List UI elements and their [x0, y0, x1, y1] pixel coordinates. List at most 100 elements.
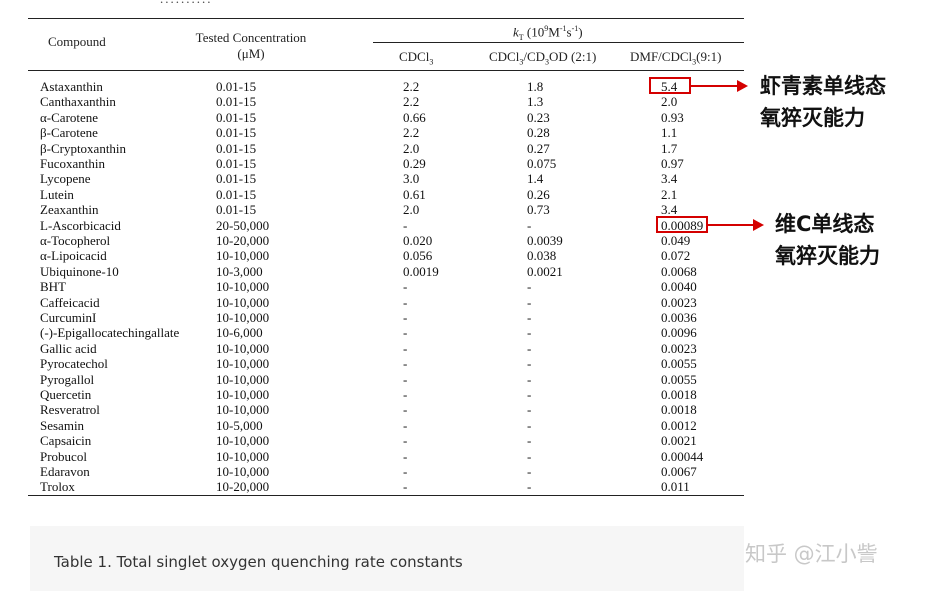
tested-concentration-cell: 0.01-15: [216, 109, 257, 125]
tested-concentration-cell: 10-20,000: [216, 233, 270, 248]
table-row: Edaravon 10-10,000 - - 0.0067: [0, 464, 744, 479]
kt-cdcl3-cell: -: [403, 387, 408, 402]
tested-concentration-cell: 10-5,000: [216, 417, 263, 433]
table-row: Capsaicin 10-10,000 - - 0.0021: [0, 433, 744, 448]
tested-concentration-cell: 0.01-15: [216, 156, 257, 171]
kt-dmf-cdcl3-cell: 0.0018: [661, 387, 697, 402]
kt-dmf-cdcl3-cell: 1.7: [661, 140, 678, 156]
kt-cdcl3-cd3od-cell: -: [527, 402, 532, 418]
table-row: α-Lipoicacid 10-10,000 0.056 0.038 0.072: [0, 248, 744, 263]
arrow-vitc-head: [753, 219, 764, 231]
kt-cdcl3-cell: 0.61: [403, 186, 426, 202]
compound-name-cell: Astaxanthin: [40, 79, 103, 94]
kt-cdcl3-cell: 2.0: [403, 140, 420, 156]
kt-cdcl3-cell: -: [403, 294, 408, 310]
table-row: Pyrogallol 10-10,000 - - 0.0055: [0, 372, 744, 387]
kt-cdcl3-cd3od-cell: 0.075: [527, 156, 557, 171]
header-col-dmf-cdcl3: DMF/CDCl3(9:1): [630, 49, 722, 67]
header-compound: Compound: [48, 34, 106, 49]
kt-cdcl3-cd3od-cell: 0.27: [527, 140, 550, 156]
compound-name-cell: Pyrogallol: [40, 371, 95, 387]
watermark: 知乎 @江小訾: [745, 542, 878, 566]
compound-name-cell: α-Tocopherol: [40, 233, 111, 248]
tested-concentration-cell: 0.01-15: [216, 140, 257, 156]
kt-dmf-cdcl3-cell: 2.0: [661, 94, 678, 110]
table-row: Lutein 0.01-15 0.61 0.26 2.1: [0, 187, 744, 202]
table-row: α-Carotene 0.01-15 0.66 0.23 0.93: [0, 110, 744, 125]
compound-name-cell: α-Lipoicacid: [40, 248, 107, 264]
kt-dmf-cdcl3-cell: 0.00044: [661, 448, 704, 464]
table-row: Astaxanthin 0.01-15 2.2 1.8 5.4: [0, 79, 744, 94]
kt-cdcl3-cell: -: [403, 310, 408, 325]
tested-concentration-cell: 10-10,000: [216, 387, 270, 402]
tested-concentration-cell: 10-10,000: [216, 464, 270, 479]
kt-cdcl3-cd3od-cell: 0.23: [527, 109, 550, 125]
compound-name-cell: Probucol: [40, 448, 87, 464]
kt-cdcl3-cell: -: [403, 479, 408, 495]
compound-name-cell: α-Carotene: [40, 109, 99, 125]
compound-name-cell: Ubiquinone-10: [40, 263, 119, 279]
kt-dmf-cdcl3-cell: 0.011: [661, 479, 690, 495]
header-bottom-rule: [28, 70, 744, 71]
kt-underline-rule: [373, 42, 744, 43]
tested-concentration-cell: 10-10,000: [216, 248, 270, 264]
kt-dmf-cdcl3-cell: 0.0055: [661, 371, 697, 387]
kt-cdcl3-cell: -: [403, 433, 408, 449]
kt-cdcl3-cell: -: [403, 371, 408, 387]
compound-name-cell: Resveratrol: [40, 402, 100, 418]
kt-cdcl3-cd3od-cell: 0.26: [527, 186, 550, 202]
header-col-cdcl3: CDCl3: [399, 49, 434, 67]
table-row: Pyrocatechol 10-10,000 - - 0.0055: [0, 356, 744, 371]
kt-cdcl3-cell: 0.020: [403, 233, 433, 248]
table-row: Fucoxanthin 0.01-15 0.29 0.075 0.97: [0, 156, 744, 171]
kt-cdcl3-cell: 0.056: [403, 248, 433, 264]
tested-concentration-cell: 20-50,000: [216, 217, 270, 233]
kt-cdcl3-cell: 0.0019: [403, 263, 439, 279]
kt-cdcl3-cell: -: [403, 279, 408, 295]
kt-dmf-cdcl3-cell: 0.97: [661, 156, 684, 171]
kt-cdcl3-cell: -: [403, 402, 408, 418]
arrow-vitc-line: [708, 224, 754, 226]
table-row: Gallic acid 10-10,000 - - 0.0023: [0, 341, 744, 356]
cropped-header-fragment: ..........: [160, 0, 340, 8]
compound-name-cell: Capsaicin: [40, 433, 92, 449]
compound-name-cell: Zeaxanthin: [40, 202, 99, 218]
kt-cdcl3-cd3od-cell: 0.73: [527, 202, 550, 218]
kt-cdcl3-cd3od-cell: 1.3: [527, 94, 544, 110]
table-caption: Table 1. Total singlet oxygen quenching …: [54, 553, 463, 571]
tested-concentration-cell: 10-10,000: [216, 433, 270, 449]
header-tested-concentration: Tested Concentration (μM): [195, 30, 307, 61]
kt-dmf-cdcl3-cell: 0.072: [661, 248, 691, 264]
table-row: α-Tocopherol 10-20,000 0.020 0.0039 0.049: [0, 233, 744, 248]
kt-dmf-cdcl3-cell: 0.00089: [661, 217, 704, 233]
arrow-astaxanthin-line: [691, 85, 738, 87]
kt-dmf-cdcl3-cell: 3.4: [661, 171, 678, 187]
kt-cdcl3-cell: -: [403, 417, 408, 433]
tested-concentration-cell: 0.01-15: [216, 125, 257, 141]
tested-concentration-cell: 10-20,000: [216, 479, 270, 495]
kt-dmf-cdcl3-cell: 3.4: [661, 202, 678, 218]
tested-concentration-cell: 0.01-15: [216, 79, 257, 94]
kt-cdcl3-cd3od-cell: -: [527, 294, 532, 310]
kt-cdcl3-cell: -: [403, 325, 408, 341]
tested-concentration-cell: 10-10,000: [216, 356, 270, 372]
kt-cdcl3-cd3od-cell: 0.0039: [527, 233, 563, 248]
kt-dmf-cdcl3-cell: 0.0067: [661, 464, 697, 479]
kt-cdcl3-cell: 3.0: [403, 171, 420, 187]
compound-name-cell: Gallic acid: [40, 340, 97, 356]
table-row: Probucol 10-10,000 - - 0.00044: [0, 449, 744, 464]
kt-dmf-cdcl3-cell: 0.0018: [661, 402, 697, 418]
highlight-box-ascorbic-acid: [656, 216, 708, 233]
kt-cdcl3-cd3od-cell: -: [527, 325, 532, 341]
kt-dmf-cdcl3-cell: 0.0068: [661, 263, 697, 279]
compound-name-cell: Fucoxanthin: [40, 156, 105, 171]
compound-name-cell: CurcuminI: [40, 310, 97, 325]
kt-cdcl3-cd3od-cell: -: [527, 387, 532, 402]
note-vitamin-c: 维C单线态 氧猝灭能力: [775, 212, 880, 268]
table-row: β-Cryptoxanthin 0.01-15 2.0 0.27 1.7: [0, 141, 744, 156]
kt-dmf-cdcl3-cell: 0.93: [661, 109, 684, 125]
kt-cdcl3-cd3od-cell: 0.038: [527, 248, 557, 264]
compound-name-cell: L-Ascorbicacid: [40, 217, 121, 233]
kt-cdcl3-cd3od-cell: -: [527, 340, 532, 356]
table-row: Trolox 10-20,000 - - 0.011: [0, 479, 744, 494]
